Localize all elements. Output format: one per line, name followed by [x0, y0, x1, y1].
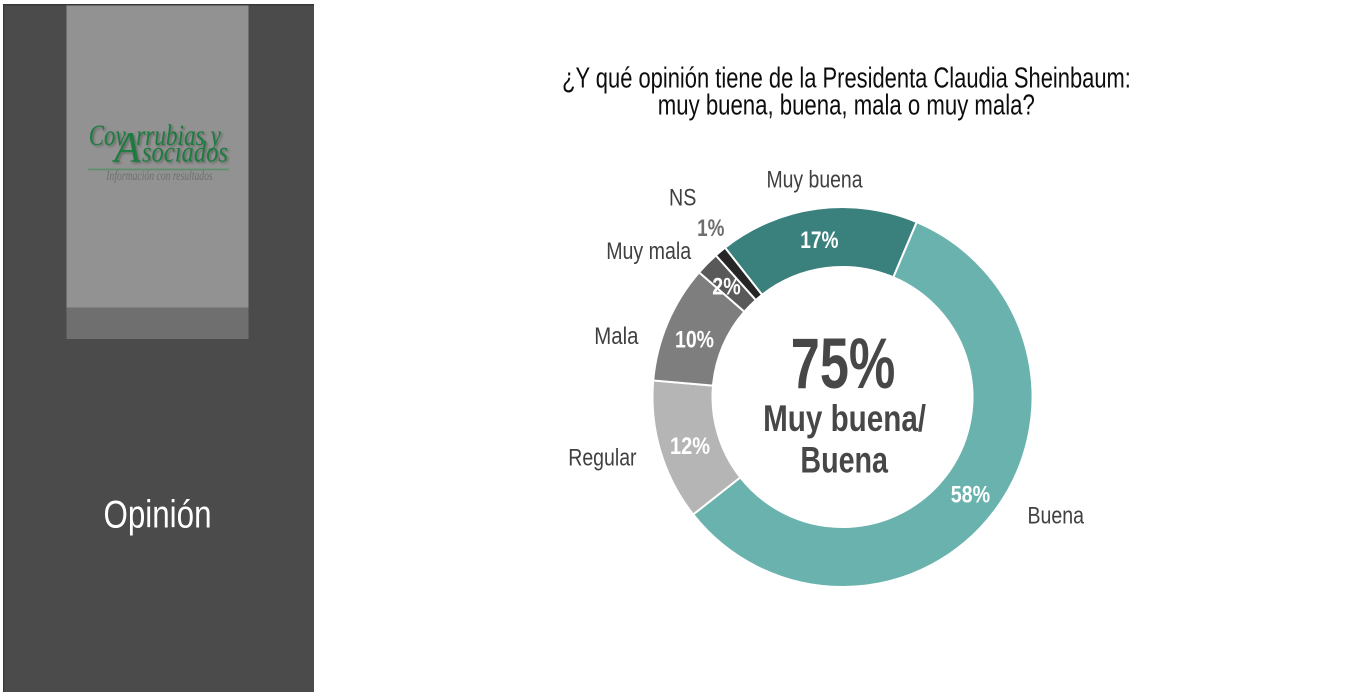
svg-text:NS: NS	[669, 184, 696, 211]
svg-text:Información con resultados: Información con resultados	[106, 169, 213, 184]
svg-text:Opinión: Opinión	[103, 493, 211, 536]
svg-text:17%: 17%	[800, 227, 838, 254]
svg-text:A: A	[111, 125, 141, 172]
svg-text:2%: 2%	[712, 274, 740, 301]
svg-text:Buena: Buena	[1027, 503, 1084, 530]
svg-text:Cov: Cov	[89, 119, 126, 152]
svg-text:muy buena, buena, mala o muy m: muy buena, buena, mala o muy mala?	[658, 89, 1035, 121]
svg-text:12%: 12%	[670, 433, 710, 460]
svg-text:1%: 1%	[697, 215, 724, 242]
svg-text:Muy buena: Muy buena	[766, 167, 863, 194]
svg-text:58%: 58%	[951, 481, 990, 508]
svg-text:sociados: sociados	[142, 136, 228, 169]
svg-text:Muy mala: Muy mala	[606, 238, 692, 265]
svg-text:10%: 10%	[675, 327, 714, 354]
svg-text:75%: 75%	[791, 325, 896, 404]
svg-text:Mala: Mala	[594, 323, 639, 350]
svg-text:Regular: Regular	[568, 445, 636, 472]
svg-text:rrubias y: rrubias y	[136, 119, 221, 152]
svg-text:Muy buena/: Muy buena/	[763, 398, 926, 439]
svg-text:Buena: Buena	[800, 440, 888, 481]
svg-text:¿Y qué opinión tiene de la Pre: ¿Y qué opinión tiene de la Presidenta Cl…	[562, 62, 1131, 94]
